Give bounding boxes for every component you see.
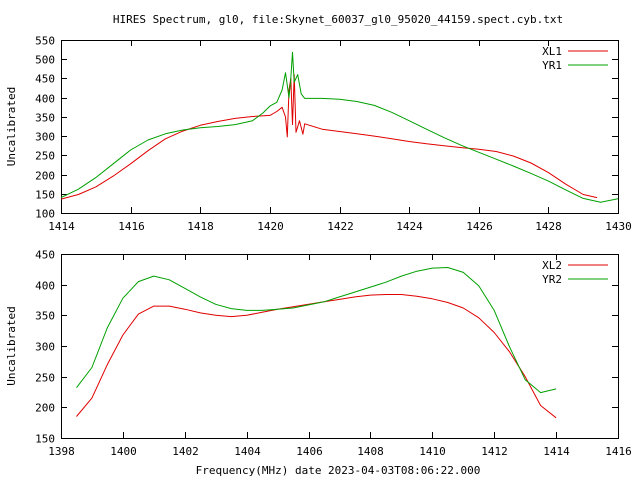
y-tick-label: 450 bbox=[35, 249, 55, 262]
y-tick-label: 150 bbox=[35, 189, 55, 202]
x-tick-label: 1404 bbox=[234, 445, 261, 458]
y-tick-label: 350 bbox=[35, 310, 55, 323]
x-tick-label: 1400 bbox=[110, 445, 137, 458]
y-tick-label: 100 bbox=[35, 208, 55, 221]
x-tick-label: 1414 bbox=[48, 220, 75, 233]
x-tick-label: 1424 bbox=[396, 220, 423, 233]
x-tick-label: 1410 bbox=[419, 445, 446, 458]
plot-frame bbox=[61, 40, 619, 214]
x-tick-label: 1416 bbox=[605, 445, 632, 458]
series-line-yr2 bbox=[76, 267, 557, 394]
x-axis-label: Frequency(MHz) date 2023-04-03T08:06:22.… bbox=[196, 464, 481, 477]
x-tick-label: 1398 bbox=[48, 445, 75, 458]
plot-frame bbox=[61, 254, 619, 439]
y-tick-label: 550 bbox=[35, 35, 55, 48]
x-tick-label: 1406 bbox=[296, 445, 323, 458]
y-axis-label: Uncalibrated bbox=[5, 87, 18, 166]
y-tick-label: 200 bbox=[35, 170, 55, 183]
y-tick-label: 250 bbox=[35, 372, 55, 385]
x-tick-label: 1426 bbox=[466, 220, 493, 233]
y-tick-label: 450 bbox=[35, 73, 55, 86]
series-line-xl2 bbox=[76, 294, 557, 419]
series-line-xl1 bbox=[61, 74, 598, 200]
x-tick-label: 1430 bbox=[605, 220, 632, 233]
y-tick-label: 300 bbox=[35, 131, 55, 144]
legend-label-xl1: XL1 bbox=[542, 45, 562, 58]
legend-label-yr1: YR1 bbox=[542, 59, 562, 72]
y-tick-label: 200 bbox=[35, 402, 55, 415]
x-tick-label: 1402 bbox=[172, 445, 199, 458]
x-tick-label: 1412 bbox=[481, 445, 508, 458]
plot-panels: 100 150 200 250 300 350 400 450 500 550 1414 1416 14… bbox=[5, 35, 632, 459]
plot-panel-2: 150 200 250 300 350 400 450 1398 1400 1402 1404 140… bbox=[5, 249, 632, 459]
plot-panel-1: 100 150 200 250 300 350 400 450 500 550 1414 1416 14… bbox=[5, 35, 632, 234]
y-tick-label: 350 bbox=[35, 112, 55, 125]
x-tick-label: 1416 bbox=[118, 220, 145, 233]
x-tick-label: 1420 bbox=[257, 220, 284, 233]
x-tick-label: 1428 bbox=[535, 220, 562, 233]
y-tick-label: 150 bbox=[35, 433, 55, 446]
y-axis-label: Uncalibrated bbox=[5, 306, 18, 385]
x-tick-label: 1422 bbox=[327, 220, 354, 233]
y-tick-label: 500 bbox=[35, 54, 55, 67]
legend-label-xl2: XL2 bbox=[542, 259, 562, 272]
x-tick-label: 1414 bbox=[543, 445, 570, 458]
y-tick-label: 400 bbox=[35, 93, 55, 106]
y-tick-label: 250 bbox=[35, 150, 55, 163]
y-tick-label: 400 bbox=[35, 280, 55, 293]
series-line-yr1 bbox=[61, 51, 618, 203]
x-tick-label: 1418 bbox=[187, 220, 214, 233]
chart-title: HIRES Spectrum, gl0, file:Skynet_60037_g… bbox=[113, 13, 563, 26]
y-tick-label: 300 bbox=[35, 341, 55, 354]
x-tick-label: 1408 bbox=[357, 445, 384, 458]
legend-label-yr2: YR2 bbox=[542, 273, 562, 286]
